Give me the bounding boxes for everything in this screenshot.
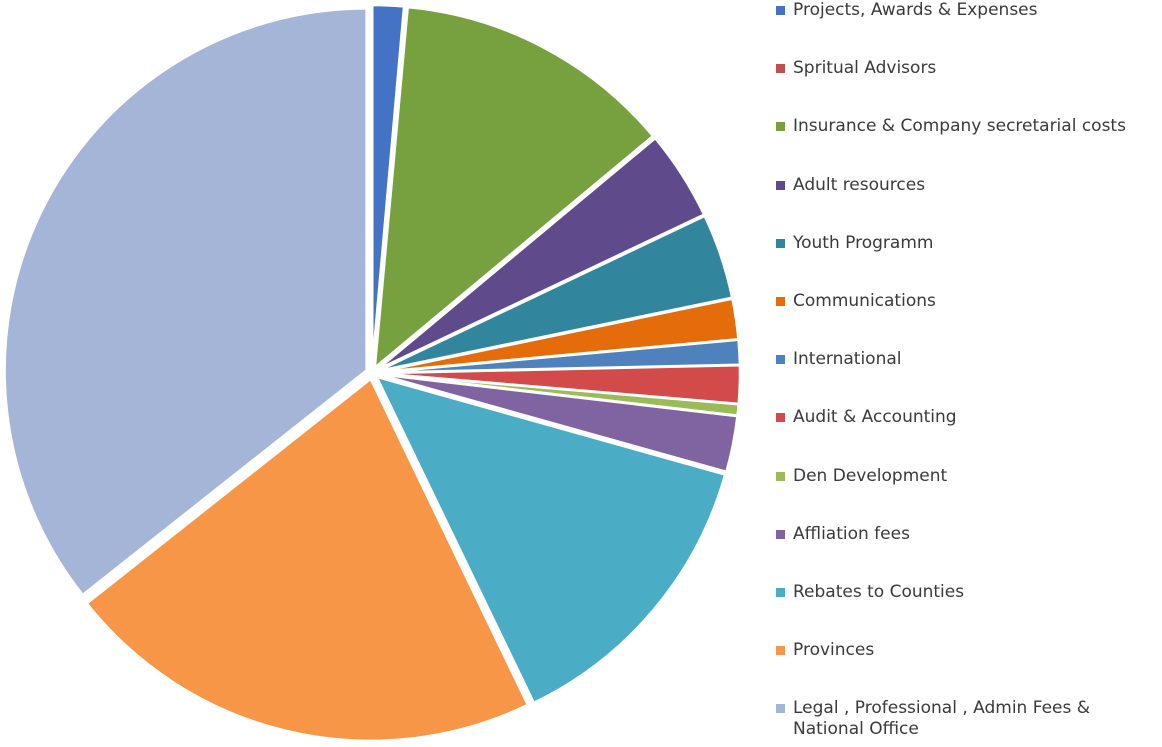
legend-item: International bbox=[776, 349, 902, 370]
pie-slice bbox=[377, 372, 739, 474]
legend-label: Audit & Accounting bbox=[793, 407, 957, 428]
legend-item: Den Development bbox=[776, 466, 947, 487]
legend-swatch bbox=[776, 122, 785, 132]
legend-item: Projects, Awards & Expenses bbox=[776, 0, 1038, 21]
legend-item: Affliation fees bbox=[776, 524, 910, 545]
pie-slice bbox=[371, 5, 407, 368]
legend-swatch bbox=[776, 413, 785, 423]
pie-slice bbox=[3, 7, 368, 597]
legend-label: Communications bbox=[793, 291, 936, 311]
legend-label: Youth Programm bbox=[793, 232, 934, 253]
legend-item: Provinces bbox=[776, 640, 874, 661]
legend-label: Affliation fees bbox=[793, 523, 910, 544]
legend-swatch bbox=[776, 238, 785, 248]
legend-item: Youth Programm bbox=[776, 233, 933, 254]
legend-swatch bbox=[776, 64, 785, 74]
legend-item: Legal , Professional , Admin Fees & Nati… bbox=[776, 698, 1090, 740]
legend-swatch bbox=[776, 704, 785, 714]
legend-item: Communications bbox=[776, 291, 936, 312]
legend-item: Insurance & Company secretarial costs bbox=[776, 116, 1126, 137]
pie-slice bbox=[373, 5, 655, 371]
legend-swatch bbox=[776, 646, 785, 656]
legend-swatch bbox=[776, 588, 785, 597]
legend-label: Spritual Advisors bbox=[793, 58, 937, 79]
pie-slice bbox=[376, 136, 706, 371]
legend-label: Den Development bbox=[793, 465, 948, 486]
legend-item: Spritual Advisors bbox=[776, 58, 936, 79]
legend-swatch bbox=[776, 180, 785, 190]
legend-label: Projects, Awards & Expenses bbox=[793, 0, 1038, 20]
legend-label: Adult resources bbox=[793, 174, 926, 195]
legend-label: Insurance & Company secretarial costs bbox=[793, 116, 1126, 137]
pie-slice bbox=[374, 374, 727, 705]
legend-swatch bbox=[776, 471, 785, 481]
legend-item: Rebates to Counties bbox=[776, 582, 964, 603]
legend-label: Provinces bbox=[793, 640, 875, 661]
legend-label: Legal , Professional , Admin Fees & Nati… bbox=[793, 698, 1091, 740]
legend-swatch bbox=[776, 6, 785, 15]
legend-swatch bbox=[776, 355, 785, 365]
legend-item: Audit & Accounting bbox=[776, 407, 957, 428]
pie-slice bbox=[84, 376, 530, 743]
legend-item: Adult resources bbox=[776, 175, 925, 196]
legend-swatch bbox=[776, 529, 785, 539]
legend-label: Rebates to Counties bbox=[793, 582, 965, 602]
legend-swatch bbox=[776, 297, 785, 306]
pie-plot-area bbox=[3, 3, 742, 743]
legend-label: International bbox=[793, 349, 902, 370]
